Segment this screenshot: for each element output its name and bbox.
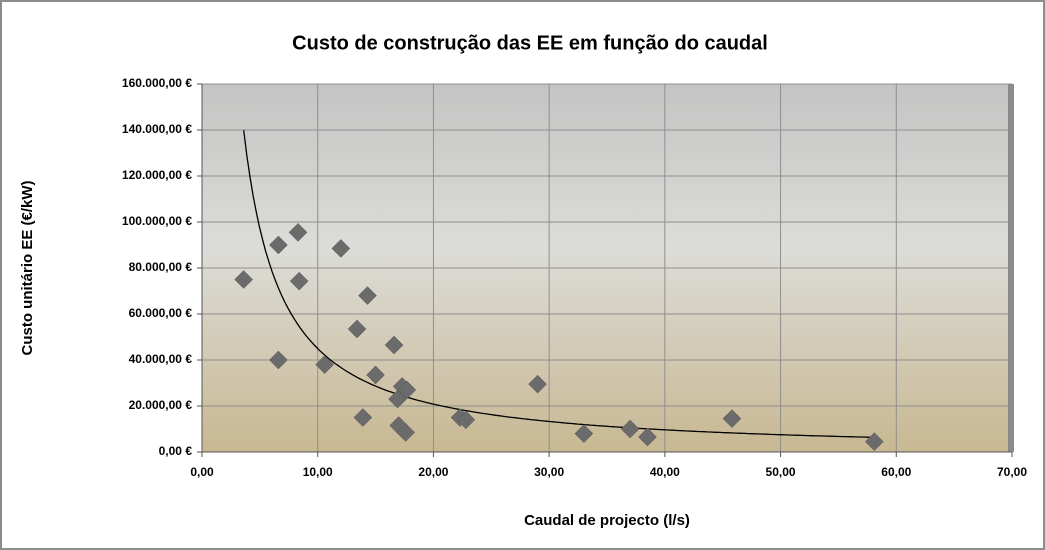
- y-axis-title: Custo unitário EE (€/kW): [19, 180, 36, 355]
- trendline: [243, 130, 875, 439]
- point: [864, 432, 884, 452]
- point: [528, 374, 547, 394]
- point: [396, 423, 416, 442]
- y-tick-label: 140.000,00 €: [122, 122, 192, 136]
- point: [456, 410, 476, 430]
- x-tick-label: 70,00: [997, 465, 1027, 479]
- x-axis-title: Caudal de projecto (l/s): [524, 512, 690, 529]
- x-tick-label: 40,00: [650, 465, 680, 479]
- x-tick-label: 20,00: [418, 465, 448, 479]
- point: [366, 365, 385, 385]
- point: [722, 409, 742, 429]
- point: [397, 380, 417, 400]
- y-tick-label: 0,00 €: [159, 444, 193, 458]
- point: [388, 389, 407, 409]
- point: [620, 419, 640, 439]
- point: [331, 239, 351, 258]
- chart-title: Custo de construção das EE em função do …: [292, 32, 768, 54]
- point: [269, 235, 288, 255]
- point: [574, 424, 594, 443]
- point: [347, 319, 367, 339]
- point: [353, 408, 373, 427]
- x-tick-label: 50,00: [766, 465, 796, 479]
- point: [269, 350, 288, 370]
- x-tick-label: 60,00: [881, 465, 911, 479]
- y-tick-label: 100.000,00 €: [122, 214, 192, 228]
- y-tick-label: 20.000,00 €: [129, 398, 193, 412]
- point: [638, 427, 657, 447]
- x-tick-label: 0,00: [190, 465, 214, 479]
- y-tick-label: 160.000,00 €: [122, 76, 192, 90]
- y-tick-label: 60.000,00 €: [129, 306, 193, 320]
- point: [358, 286, 377, 305]
- x-tick-label: 30,00: [534, 465, 564, 479]
- point: [288, 222, 308, 242]
- point: [289, 271, 309, 291]
- x-tick-label: 10,00: [303, 465, 333, 479]
- y-tick-label: 120.000,00 €: [122, 168, 192, 182]
- point: [384, 335, 404, 355]
- y-tick-label: 80.000,00 €: [129, 260, 193, 274]
- y-tick-label: 40.000,00 €: [129, 352, 193, 366]
- point: [315, 355, 335, 374]
- point: [234, 270, 254, 289]
